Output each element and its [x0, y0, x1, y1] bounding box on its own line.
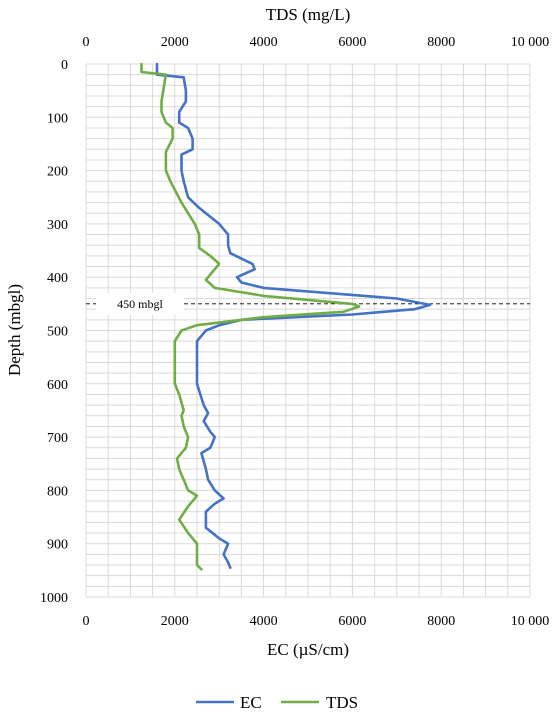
y-tick-label: 300 [47, 218, 68, 233]
y-tick-label: 500 [47, 325, 68, 340]
y-tick-label: 600 [47, 378, 68, 393]
top-axis-title: TDS (mg/L) [266, 5, 351, 24]
legend-label-ec: EC [240, 693, 262, 712]
y-tick-label: 1000 [40, 591, 68, 606]
grid [85, 63, 531, 598]
annotation-layer: 450 mbgl [86, 292, 530, 315]
top-x-axis-ticks: 0 2000 4000 6000 8000 10 000 [83, 35, 550, 50]
y-tick-label: 0 [61, 58, 68, 73]
bottom-x-tick-label: 10 000 [511, 614, 550, 629]
series-line-tds [140, 62, 361, 571]
y-tick-label: 900 [47, 538, 68, 553]
y-tick-label: 200 [47, 165, 68, 180]
legend: EC TDS [196, 693, 358, 712]
y-tick-label: 700 [47, 431, 68, 446]
top-x-tick-label: 6000 [338, 35, 366, 50]
top-x-tick-label: 2000 [161, 35, 189, 50]
top-x-tick-label: 4000 [250, 35, 278, 50]
bottom-x-tick-label: 2000 [161, 614, 189, 629]
bottom-x-tick-label: 8000 [427, 614, 455, 629]
top-x-tick-label: 10 000 [511, 35, 550, 50]
bottom-x-tick-label: 0 [83, 614, 90, 629]
y-axis-ticks: 0 100 200 300 400 500 600 700 800 900 1000 [40, 58, 68, 606]
annotation-label: 450 mbgl [117, 297, 163, 311]
legend-label-tds: TDS [326, 693, 358, 712]
y-axis-title: Depth (mbgl) [5, 284, 24, 376]
series-layer [140, 62, 432, 571]
annotation-label-background [96, 292, 184, 315]
top-x-tick-label: 8000 [427, 35, 455, 50]
y-tick-label: 400 [47, 271, 68, 286]
y-tick-label: 100 [47, 111, 68, 126]
bottom-x-tick-label: 6000 [338, 614, 366, 629]
bottom-x-axis-ticks: 0 2000 4000 6000 8000 10 000 [83, 614, 550, 629]
bottom-x-tick-label: 4000 [250, 614, 278, 629]
y-tick-label: 800 [47, 484, 68, 499]
series-line-ec [155, 62, 432, 570]
top-x-tick-label: 0 [83, 35, 90, 50]
bottom-axis-title: EC (µS/cm) [267, 640, 349, 659]
